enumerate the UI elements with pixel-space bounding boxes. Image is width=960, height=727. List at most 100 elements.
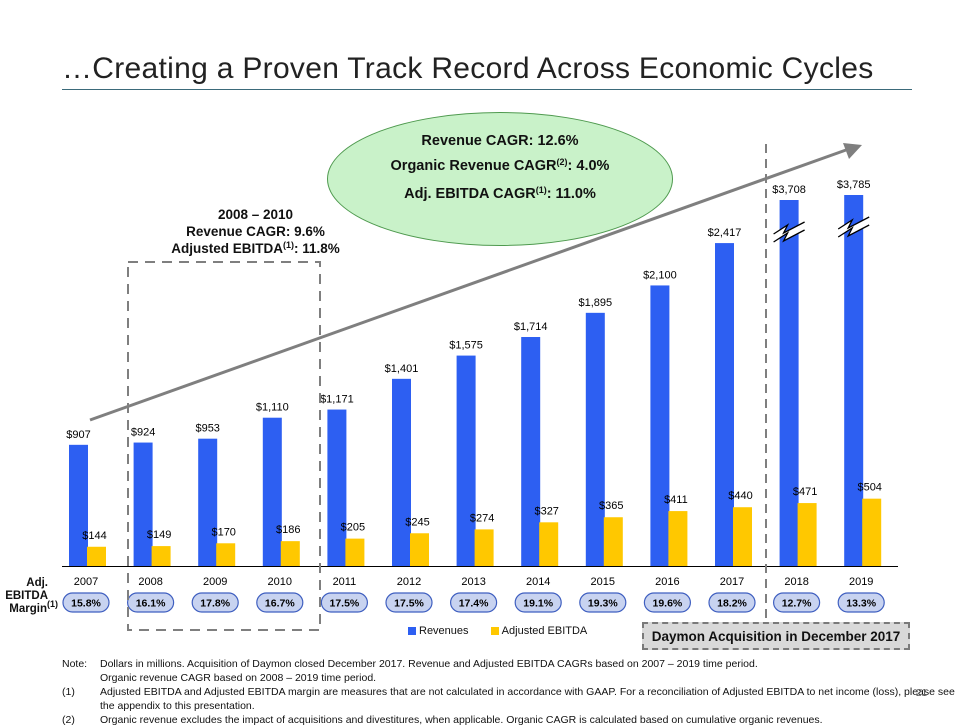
ebitda-bar	[797, 503, 817, 566]
ebitda-data-label: $149	[147, 529, 171, 541]
footnote-row: (1) Adjusted EBITDA and Adjusted EBITDA m…	[62, 686, 955, 698]
x-tick-label: 2019	[849, 576, 873, 588]
chart-legend: Revenues Adjusted EBITDA	[408, 625, 587, 637]
ebitda-bar	[862, 498, 882, 566]
revenue-bar	[133, 442, 153, 566]
margin-pill-label: 16.1%	[136, 598, 166, 610]
revenue-bar	[69, 444, 88, 566]
period-box-ebitda-cagr: Adjusted EBITDA(1): 11.8%	[171, 240, 340, 257]
period-highlight-box	[127, 261, 321, 631]
axis-break-line-upper	[837, 216, 870, 230]
ebitda-data-label: $170	[211, 526, 235, 538]
revenue-bar	[844, 195, 864, 566]
ebitda-data-label: $327	[534, 505, 558, 517]
revenue-data-label: $924	[131, 427, 155, 439]
ebitda-data-label: $245	[405, 516, 429, 528]
revenue-bar	[650, 285, 670, 566]
margin-pill-label: 12.7%	[782, 598, 812, 610]
legend-swatch-ebitda	[490, 627, 499, 636]
revenue-bar	[779, 200, 799, 566]
revenue-data-label: $1,895	[578, 297, 612, 309]
x-tick-label: 2011	[333, 576, 357, 588]
revenue-bar	[392, 378, 411, 566]
ebitda-data-label: $205	[341, 522, 365, 534]
x-tick-label: 2007	[74, 576, 98, 588]
organic-cagr-text: Organic Revenue CAGR(2): 4.0%	[390, 157, 610, 175]
margin-pill-label: 15.8%	[71, 598, 101, 610]
x-tick-label: 2015	[591, 576, 615, 588]
margin-pill	[385, 592, 433, 613]
axis-break-line-lower	[837, 224, 870, 238]
ebitda-bar	[216, 543, 236, 566]
ebitda-cagr-text: Adj. EBITDA CAGR(1): 11.0%	[404, 185, 596, 203]
x-tick-label: 2018	[784, 576, 808, 588]
ebitda-bar	[151, 546, 171, 566]
margin-header-line1: Adj.	[26, 577, 48, 589]
x-tick-label: 2009	[203, 576, 227, 588]
ebitda-data-label: $440	[728, 490, 752, 502]
legend-swatch-revenues	[408, 627, 416, 636]
legend-label-revenues: Revenues	[419, 625, 469, 638]
period-box-years: 2008 – 2010	[217, 207, 294, 222]
margin-pill	[579, 592, 627, 613]
footnote-row: (2) Organic revenue excludes the impact o…	[62, 714, 823, 726]
x-tick-label: 2016	[655, 576, 679, 588]
ebitda-data-label: $411	[664, 494, 688, 506]
ebitda-bar	[474, 529, 494, 566]
ebitda-bar	[539, 522, 559, 566]
margin-pill	[708, 592, 756, 613]
axis-break-line-upper	[773, 221, 805, 235]
trend-arrow-line	[89, 148, 847, 422]
x-tick-label: 2017	[720, 576, 744, 588]
margin-pill	[514, 592, 562, 613]
margin-pill-label: 16.7%	[265, 598, 295, 610]
margin-pill-label: 18.2%	[717, 598, 747, 610]
ebitda-bar	[280, 541, 300, 566]
margin-pill	[643, 592, 692, 613]
margin-pill-label: 19.3%	[588, 598, 618, 610]
period-box-revenue-cagr: Revenue CAGR: 9.6%	[186, 224, 325, 239]
ebitda-data-label: $144	[82, 530, 106, 542]
legend-label-ebitda: Adjusted EBITDA	[501, 625, 588, 638]
daymon-acquisition-callout: Daymon Acquisition in December 2017	[642, 622, 910, 650]
revenue-bar	[198, 438, 218, 566]
x-tick-label: 2013	[461, 576, 485, 588]
revenue-data-label: $3,708	[772, 184, 806, 196]
title-divider	[62, 89, 912, 90]
footnote-row: Organic revenue CAGR based on 2008 – 201…	[100, 672, 377, 684]
x-tick-label: 2012	[397, 576, 421, 588]
footnote-row: Note: Dollars in millions. Acquisition of…	[62, 658, 758, 670]
ebitda-data-label: $471	[793, 486, 817, 498]
revenue-data-label: $2,417	[708, 227, 742, 239]
ebitda-bar	[87, 546, 106, 566]
revenue-data-label: $3,785	[837, 179, 871, 191]
revenue-bar	[327, 409, 347, 566]
footnotes: Note: Dollars in millions. Acquisition of…	[62, 657, 955, 727]
revenue-bar	[456, 355, 476, 566]
slide-title: …Creating a Proven Track Record Across E…	[62, 52, 874, 85]
revenue-data-label: $1,171	[320, 394, 354, 406]
margin-pill	[320, 592, 368, 613]
margin-pill-label: 17.5%	[330, 598, 360, 610]
margin-pill	[256, 592, 304, 613]
revenue-data-label: $907	[66, 429, 90, 441]
revenue-bar	[262, 417, 282, 566]
ebitda-data-label: $365	[599, 500, 623, 512]
x-tick-label: 2008	[138, 576, 162, 588]
ebitda-data-label: $186	[276, 524, 300, 536]
revenue-cagr-text: Revenue CAGR: 12.6%	[421, 133, 579, 149]
revenue-data-label: $1,110	[256, 402, 289, 414]
margin-header-line3: Margin(1)	[9, 599, 58, 616]
revenue-bar	[521, 337, 541, 566]
margin-pill-label: 17.5%	[394, 598, 424, 610]
ebitda-bar	[733, 507, 752, 566]
margin-pill-label: 17.4%	[459, 598, 489, 610]
margin-pill	[62, 592, 110, 613]
footnote-row: the appendix to this presentation.	[100, 700, 255, 712]
margin-pill	[126, 592, 175, 613]
revenue-bar	[715, 243, 734, 566]
revenue-data-label: $1,575	[449, 340, 483, 352]
margin-pill	[837, 592, 885, 613]
margin-pill-label: 17.8%	[200, 598, 230, 610]
